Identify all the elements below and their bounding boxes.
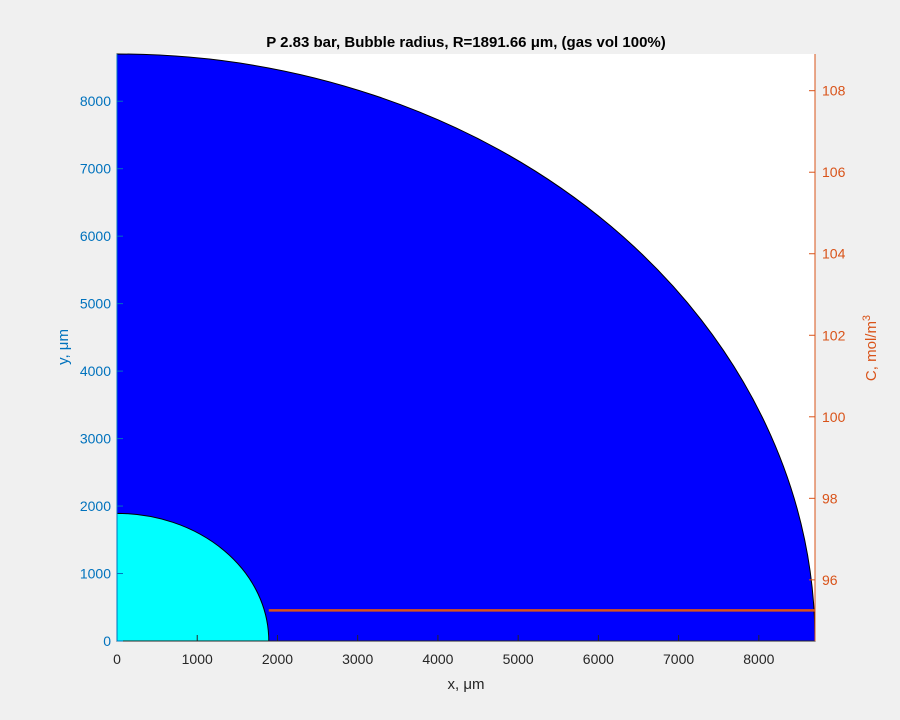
- y-right-tick-label: 108: [822, 83, 846, 99]
- x-tick-label: 5000: [503, 651, 534, 667]
- x-tick-label: 2000: [262, 651, 293, 667]
- y-left-axis-label-text: y, μm: [55, 329, 72, 365]
- y-left-tick-label: 8000: [80, 93, 111, 109]
- y-right-axis-label-text: C, mol/m: [863, 321, 880, 381]
- y-right-axis: 96 98 100 102 104 106 108: [809, 54, 846, 641]
- x-tick-label: 4000: [422, 651, 453, 667]
- x-tick-label: 7000: [663, 651, 694, 667]
- liquid-region: [116, 53, 816, 642]
- y-left-tick-label: 6000: [80, 228, 111, 244]
- y-left-tick-label: 3000: [80, 431, 111, 447]
- y-left-tick-label: 7000: [80, 161, 111, 177]
- y-right-axis-label: C, mol/m3: [861, 315, 880, 381]
- x-tick-label: 8000: [743, 651, 774, 667]
- y-left-tick-label: 5000: [80, 296, 111, 312]
- y-left-axis-label: y, μm: [55, 329, 72, 365]
- x-tick-label: 6000: [583, 651, 614, 667]
- x-tick-label: 0: [113, 651, 121, 667]
- y-left-tick-label: 2000: [80, 498, 111, 514]
- y-left-tick-label: 0: [103, 633, 111, 649]
- y-left-axis: 0 1000 2000 3000 4000 5000 6000 7000 8000: [80, 54, 123, 649]
- y-right-tick-label: 96: [822, 572, 838, 588]
- y-right-tick-label: 104: [822, 246, 846, 262]
- y-right-tick-label: 102: [822, 327, 846, 343]
- y-left-tick-label: 4000: [80, 363, 111, 379]
- y-right-tick-label: 98: [822, 490, 838, 506]
- y-right-tick-label: 106: [822, 164, 846, 180]
- x-tick-label: 1000: [182, 651, 213, 667]
- y-left-tick-label: 1000: [80, 566, 111, 582]
- x-axis-label: x, μm: [448, 676, 485, 693]
- x-axis: 0 1000 2000 3000 4000 5000 6000 7000 8000: [113, 635, 815, 667]
- plot-area: [116, 53, 816, 642]
- bubble-region: [116, 512, 270, 642]
- y-right-tick-label: 100: [822, 409, 846, 425]
- x-tick-label: 3000: [342, 651, 373, 667]
- y-right-axis-label-superscript: 3: [861, 315, 873, 321]
- chart-title: P 2.83 bar, Bubble radius, R=1891.66 μm,…: [266, 34, 666, 51]
